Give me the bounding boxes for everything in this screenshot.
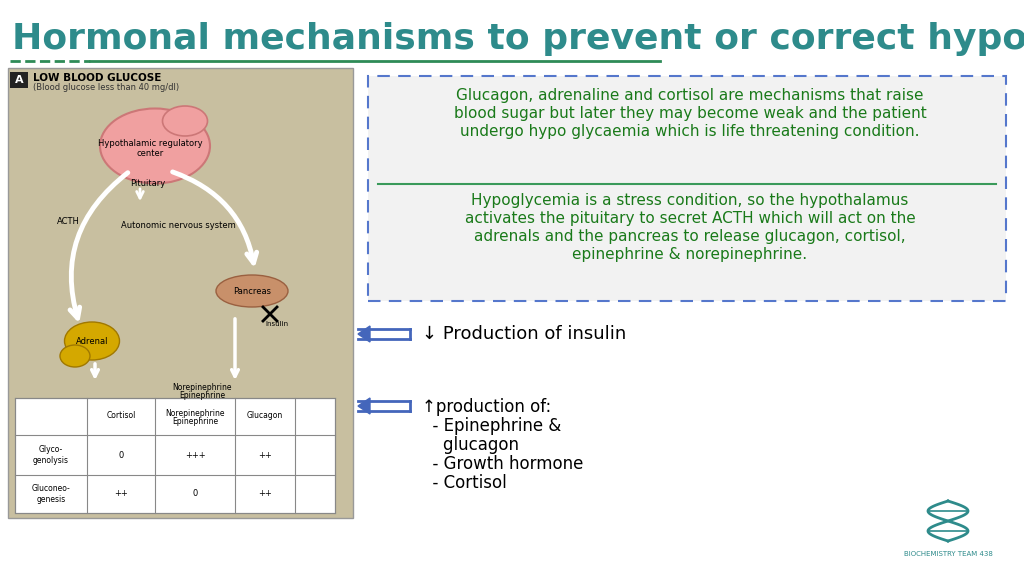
Text: blood sugar but later they may become weak and the patient: blood sugar but later they may become we…: [454, 106, 927, 121]
FancyBboxPatch shape: [10, 72, 28, 88]
Ellipse shape: [60, 345, 90, 367]
Text: ++: ++: [258, 490, 272, 498]
FancyBboxPatch shape: [8, 68, 353, 518]
Text: Hypoglycemia is a stress condition, so the hypothalamus: Hypoglycemia is a stress condition, so t…: [471, 194, 908, 209]
Text: ++: ++: [258, 450, 272, 460]
Text: Epinephrine: Epinephrine: [172, 418, 218, 426]
Text: 0: 0: [193, 490, 198, 498]
Text: - Cortisol: - Cortisol: [422, 474, 507, 492]
Text: Hormonal mechanisms to prevent or correct hypoglycemia: Hormonal mechanisms to prevent or correc…: [12, 22, 1024, 56]
Ellipse shape: [163, 106, 208, 136]
Text: center: center: [136, 150, 164, 158]
Text: Hypothalamic regulatory: Hypothalamic regulatory: [97, 139, 203, 149]
Text: Glucagon, adrenaline and cortisol are mechanisms that raise: Glucagon, adrenaline and cortisol are me…: [457, 88, 924, 103]
Text: 0: 0: [119, 450, 124, 460]
Text: Epinephrine: Epinephrine: [179, 392, 225, 400]
Text: +++: +++: [184, 450, 206, 460]
Ellipse shape: [65, 322, 120, 360]
Text: A: A: [14, 75, 24, 85]
Text: - Epinephrine &: - Epinephrine &: [422, 417, 561, 435]
Text: Gluconeo-
genesis: Gluconeo- genesis: [32, 484, 71, 503]
Text: ↑production of:: ↑production of:: [422, 398, 551, 416]
Text: Cortisol: Cortisol: [106, 411, 136, 420]
Text: Norepinephrine: Norepinephrine: [165, 408, 224, 418]
FancyBboxPatch shape: [368, 76, 1006, 301]
Text: ↓ Production of insulin: ↓ Production of insulin: [422, 325, 627, 343]
Text: Pituitary: Pituitary: [130, 179, 166, 188]
Text: ++: ++: [114, 490, 128, 498]
Text: Autonomic nervous system: Autonomic nervous system: [121, 222, 236, 230]
Polygon shape: [358, 398, 370, 414]
Text: ACTH: ACTH: [56, 217, 80, 225]
Ellipse shape: [216, 275, 288, 307]
Ellipse shape: [100, 108, 210, 184]
Text: undergo hypo glycaemia which is life threatening condition.: undergo hypo glycaemia which is life thr…: [460, 124, 920, 139]
Text: Adrenal: Adrenal: [76, 336, 109, 346]
Text: activates the pituitary to secret ACTH which will act on the: activates the pituitary to secret ACTH w…: [465, 211, 915, 226]
Polygon shape: [358, 326, 370, 342]
Text: LOW BLOOD GLUCOSE: LOW BLOOD GLUCOSE: [33, 73, 162, 83]
Text: - Growth hormone: - Growth hormone: [422, 455, 584, 473]
Text: epinephrine & norepinephrine.: epinephrine & norepinephrine.: [572, 248, 808, 263]
Text: Norepinephrine: Norepinephrine: [172, 384, 231, 392]
Text: glucagon: glucagon: [422, 436, 519, 454]
Text: Pancreas: Pancreas: [233, 286, 271, 295]
Text: BIOCHEMISTRY TEAM 438: BIOCHEMISTRY TEAM 438: [903, 551, 992, 557]
FancyBboxPatch shape: [15, 398, 335, 513]
Text: adrenals and the pancreas to release glucagon, cortisol,: adrenals and the pancreas to release glu…: [474, 229, 906, 244]
Text: (Blood glucose less than 40 mg/dl): (Blood glucose less than 40 mg/dl): [33, 84, 179, 93]
Text: Glucagon: Glucagon: [247, 411, 283, 420]
Text: Insulin: Insulin: [265, 321, 289, 327]
Text: Glyco-
genolysis: Glyco- genolysis: [33, 445, 69, 465]
